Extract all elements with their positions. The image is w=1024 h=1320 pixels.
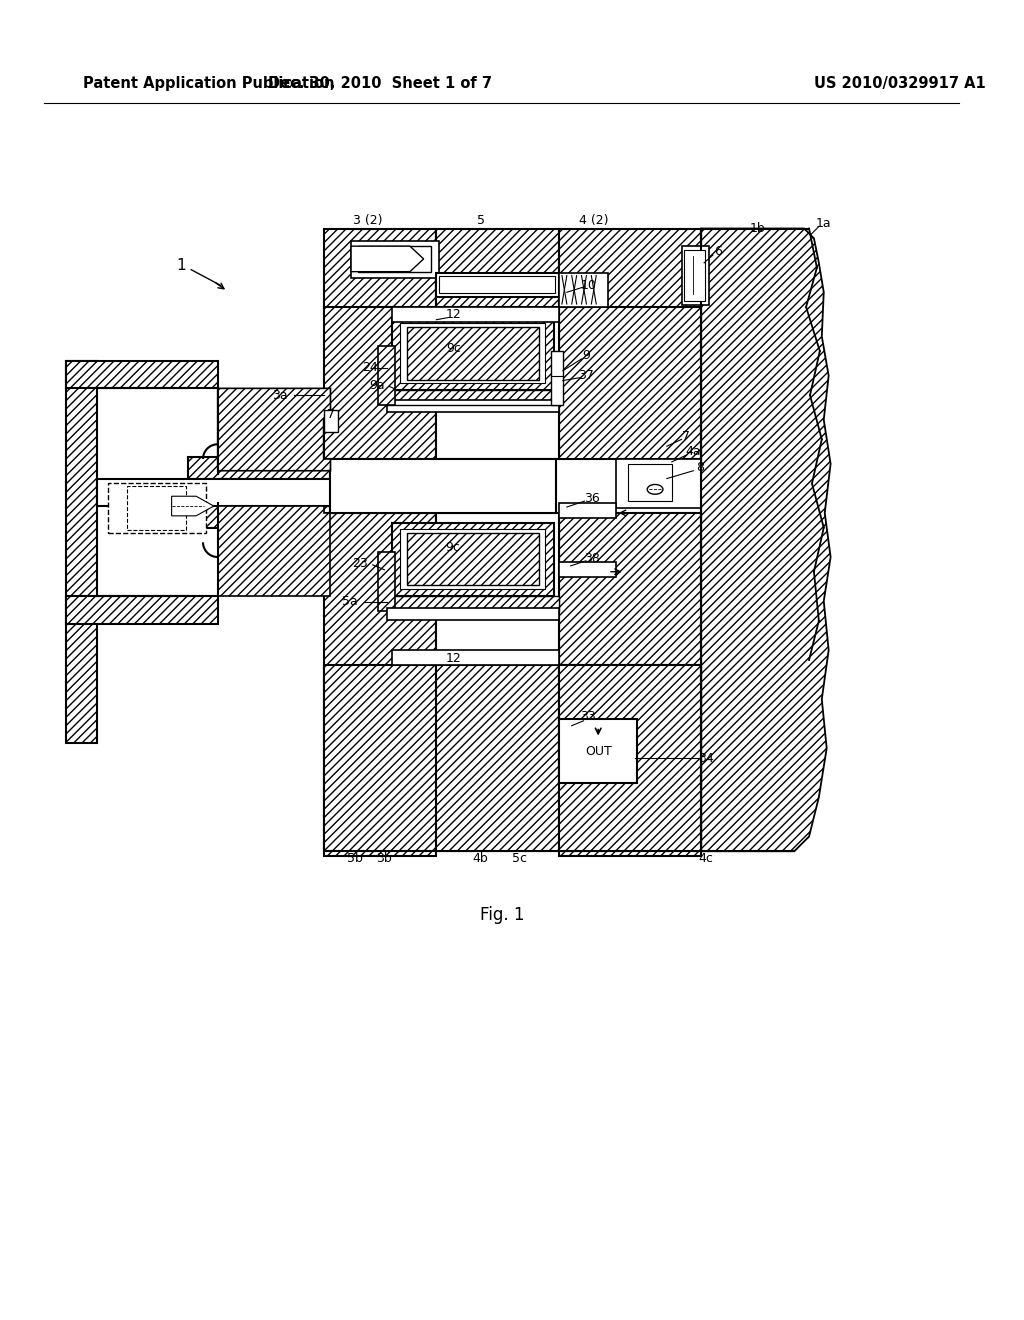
Bar: [324, 308, 436, 459]
Bar: [628, 463, 672, 502]
Bar: [439, 276, 555, 293]
Bar: [378, 346, 395, 405]
Text: 8: 8: [696, 461, 705, 474]
Ellipse shape: [647, 484, 663, 494]
Bar: [407, 326, 540, 380]
Bar: [387, 609, 559, 620]
Bar: [66, 360, 97, 743]
Text: 7: 7: [328, 408, 336, 421]
Text: 3b: 3b: [377, 851, 392, 865]
Text: 24: 24: [361, 362, 378, 375]
Bar: [559, 228, 701, 309]
Text: 9c: 9c: [445, 541, 461, 553]
Text: 1b: 1b: [751, 222, 766, 235]
Text: 3 (2): 3 (2): [353, 214, 383, 227]
Text: US 2010/0329917 A1: US 2010/0329917 A1: [814, 75, 986, 91]
Text: 33: 33: [581, 710, 596, 723]
Text: Fig. 1: Fig. 1: [480, 906, 524, 924]
Bar: [108, 483, 206, 532]
Bar: [436, 273, 559, 297]
Bar: [324, 411, 338, 432]
Text: 12: 12: [445, 309, 461, 321]
Polygon shape: [351, 246, 424, 272]
Text: Patent Application Publication: Patent Application Publication: [83, 75, 335, 91]
Text: 5c: 5c: [512, 851, 527, 865]
Bar: [559, 273, 608, 308]
Bar: [324, 665, 701, 851]
Bar: [436, 308, 559, 459]
Bar: [392, 308, 559, 322]
Bar: [559, 308, 701, 459]
Bar: [559, 513, 701, 857]
Polygon shape: [218, 506, 331, 597]
Bar: [559, 562, 615, 577]
Bar: [188, 457, 331, 479]
Bar: [387, 391, 559, 405]
Bar: [324, 228, 436, 309]
Text: 4b: 4b: [473, 851, 488, 865]
Text: 4 (2): 4 (2): [579, 214, 608, 227]
Bar: [97, 479, 333, 506]
Bar: [407, 532, 540, 586]
Bar: [400, 322, 545, 383]
Text: 1a: 1a: [816, 216, 831, 230]
Bar: [682, 246, 709, 305]
Bar: [66, 360, 218, 388]
Bar: [387, 597, 559, 611]
Bar: [559, 719, 637, 783]
Text: Dec. 30, 2010  Sheet 1 of 7: Dec. 30, 2010 Sheet 1 of 7: [268, 75, 493, 91]
Text: 9a: 9a: [369, 379, 384, 392]
Bar: [392, 317, 554, 391]
Text: 12: 12: [445, 652, 461, 664]
Bar: [436, 513, 559, 665]
Bar: [188, 506, 331, 528]
Bar: [358, 246, 431, 272]
Text: 38: 38: [585, 552, 600, 565]
Text: 4c: 4c: [698, 851, 714, 865]
Text: 5b: 5b: [347, 851, 362, 865]
Polygon shape: [172, 496, 214, 516]
Bar: [400, 528, 545, 590]
Text: 34: 34: [698, 751, 714, 764]
Text: 7: 7: [682, 430, 690, 444]
Text: 9: 9: [583, 350, 591, 363]
Text: 10: 10: [581, 279, 596, 292]
Text: 36: 36: [585, 491, 600, 504]
Bar: [127, 487, 186, 529]
Bar: [615, 459, 701, 508]
Text: 4a: 4a: [685, 445, 701, 458]
Text: 9c: 9c: [446, 342, 462, 355]
Bar: [351, 242, 439, 277]
Text: 23: 23: [352, 557, 368, 570]
Text: 6: 6: [714, 244, 722, 257]
Bar: [331, 459, 556, 513]
Bar: [324, 513, 436, 857]
Text: 1: 1: [176, 259, 186, 273]
Bar: [392, 523, 554, 597]
Text: OUT: OUT: [585, 744, 611, 758]
Bar: [684, 249, 706, 301]
Polygon shape: [701, 228, 830, 851]
Bar: [392, 651, 559, 665]
Bar: [436, 228, 559, 309]
Bar: [551, 351, 563, 405]
Bar: [387, 400, 559, 412]
Polygon shape: [218, 388, 331, 471]
Bar: [559, 503, 615, 517]
Text: 5: 5: [476, 214, 484, 227]
Text: 37: 37: [579, 370, 594, 381]
Text: 5a: 5a: [342, 595, 358, 607]
Bar: [378, 552, 395, 611]
Bar: [66, 597, 218, 624]
Bar: [436, 665, 559, 851]
Bar: [559, 665, 701, 851]
Text: 3a: 3a: [271, 388, 288, 401]
